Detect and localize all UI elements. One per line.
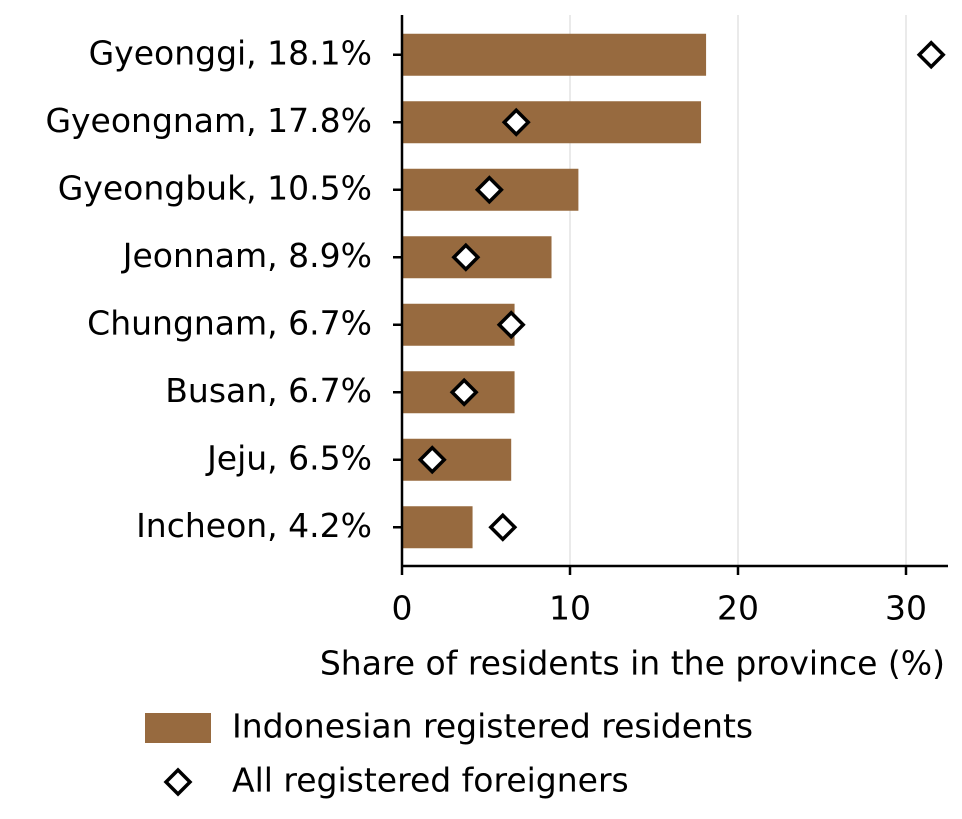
x-tick-label: 10	[549, 589, 591, 628]
legend-label: Indonesian registered residents	[232, 707, 753, 746]
bar	[402, 33, 707, 76]
marker	[496, 310, 526, 340]
legend-swatch	[145, 713, 211, 743]
y-tick-label: Gyeongbuk, 10.5%	[58, 168, 372, 207]
x-axis-label: Share of residents in the province (%)	[320, 644, 945, 683]
y-tick-label: Jeonnam, 8.9%	[121, 236, 372, 275]
marker	[417, 445, 447, 475]
x-tick-label: 30	[885, 589, 927, 628]
marker	[451, 242, 481, 272]
marker	[474, 175, 504, 205]
x-tick-label: 0	[392, 589, 413, 628]
marker	[488, 512, 518, 542]
y-tick-label: Chungnam, 6.7%	[87, 303, 372, 342]
y-tick-label: Gyeonggi, 18.1%	[89, 33, 372, 72]
y-tick-label: Gyeongnam, 17.8%	[45, 101, 372, 140]
y-tick-label: Busan, 6.7%	[165, 371, 372, 410]
bar	[402, 506, 473, 549]
bar	[402, 101, 702, 144]
x-tick-label: 20	[717, 589, 759, 628]
marker	[916, 40, 946, 70]
marker	[501, 107, 531, 137]
bar	[402, 303, 515, 346]
y-tick-label: Jeju, 6.5%	[205, 438, 372, 477]
legend-swatch	[163, 767, 193, 797]
legend-label: All registered foreigners	[232, 761, 629, 800]
y-tick-label: Incheon, 4.2%	[136, 506, 372, 545]
marker	[449, 377, 479, 407]
